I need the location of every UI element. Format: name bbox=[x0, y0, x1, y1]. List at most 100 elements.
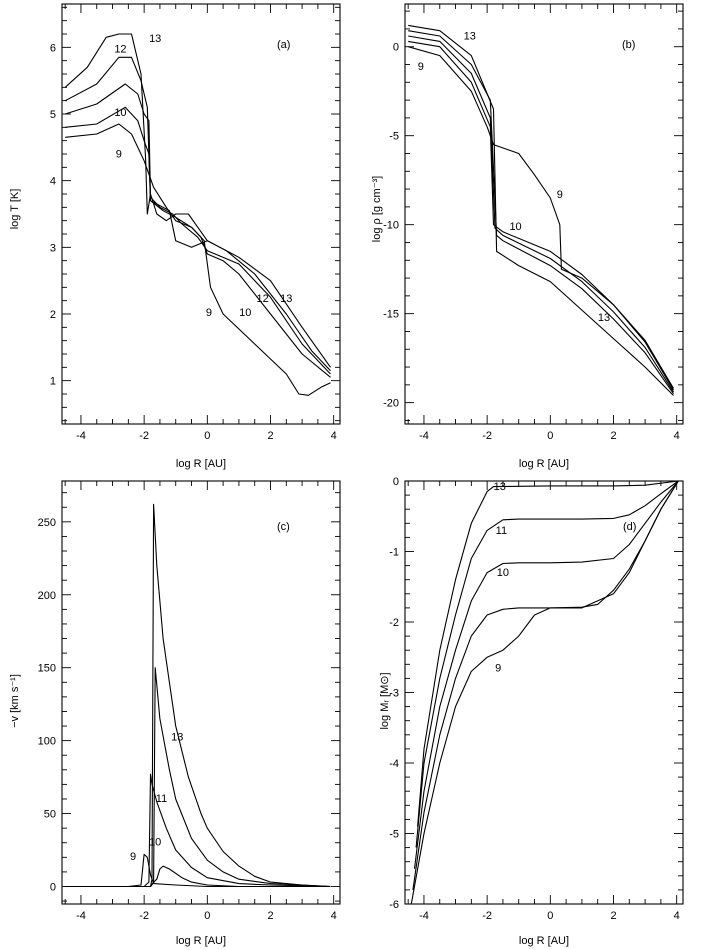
y-tick-label: 1 bbox=[50, 376, 56, 388]
curve-label: 9 bbox=[116, 148, 122, 160]
x-tick-label: 2 bbox=[610, 430, 616, 442]
curve-label: 10 bbox=[509, 221, 521, 233]
series-line-12 bbox=[408, 30, 674, 395]
x-tick-label: -4 bbox=[419, 910, 429, 922]
y-tick-label: -1 bbox=[389, 547, 399, 559]
y-tick-label: 150 bbox=[38, 663, 56, 675]
x-tick-label: 0 bbox=[547, 910, 553, 922]
series-line-12 bbox=[65, 667, 331, 888]
x-tick-label: -4 bbox=[76, 430, 86, 442]
y-tick-label: 0 bbox=[393, 476, 399, 488]
y-tick-label: 200 bbox=[38, 590, 56, 602]
y-tick-label: -15 bbox=[383, 309, 399, 321]
panel-a-label: (a) bbox=[277, 39, 290, 51]
panel-c: log R [AU] −v [km s⁻¹] (c) -4 -2 0 2 4 0 50 100… bbox=[9, 480, 341, 947]
y-tick-label: 5 bbox=[50, 109, 56, 121]
y-tick-label: 0 bbox=[393, 42, 399, 54]
y-tick-label: 250 bbox=[38, 517, 56, 529]
curve-label: 12 bbox=[256, 293, 268, 305]
curve-label: 13 bbox=[598, 312, 610, 324]
y-tick-label: 3 bbox=[50, 242, 56, 254]
x-tick-label: 4 bbox=[331, 910, 337, 922]
series-line-10 bbox=[65, 106, 331, 378]
x-tick-label: 4 bbox=[674, 910, 680, 922]
series-line-10 bbox=[412, 480, 679, 890]
panel-a-xlabel: log R [AU] bbox=[176, 458, 226, 470]
x-tick-label: 0 bbox=[547, 430, 553, 442]
x-tick-label: 2 bbox=[267, 910, 273, 922]
plot-frame bbox=[61, 480, 341, 905]
y-tick-label: -2 bbox=[389, 617, 399, 629]
curve-label: 10 bbox=[149, 837, 161, 849]
curve-label: 11 bbox=[496, 525, 507, 537]
curve-label: 13 bbox=[494, 481, 506, 493]
curve-label: 9 bbox=[130, 851, 136, 863]
series-line-9 bbox=[65, 123, 331, 396]
series-line-9 bbox=[65, 853, 331, 888]
y-tick-label: -5 bbox=[389, 131, 399, 143]
curve-label: 10 bbox=[497, 567, 509, 579]
curve-label: 9 bbox=[557, 189, 563, 201]
y-tick-label: -20 bbox=[383, 398, 399, 410]
series-line-11 bbox=[408, 35, 674, 393]
x-tick-label: 4 bbox=[674, 430, 680, 442]
y-tick-label: 4 bbox=[50, 176, 56, 188]
x-tick-label: -2 bbox=[482, 430, 492, 442]
plot-frame bbox=[61, 3, 341, 425]
curve-label: 11 bbox=[156, 793, 167, 805]
y-tick-label: -10 bbox=[383, 220, 399, 232]
curve-label: 13 bbox=[280, 293, 292, 305]
y-tick-label: -3 bbox=[389, 688, 399, 700]
curve-label: 9 bbox=[418, 61, 424, 73]
panel-d-xlabel: log R [AU] bbox=[519, 935, 569, 947]
y-tick-label: 50 bbox=[44, 809, 56, 821]
series-line-11 bbox=[65, 83, 331, 375]
panel-a: log R [AU] log T [K] (a) -4 -2 0 2 412345613… bbox=[9, 3, 341, 470]
series-line-12 bbox=[64, 56, 331, 372]
series-line-11 bbox=[65, 773, 331, 888]
y-tick-label: -5 bbox=[389, 829, 399, 841]
y-tick-label: 100 bbox=[38, 736, 56, 748]
x-tick-label: -4 bbox=[76, 910, 86, 922]
series-line-13 bbox=[64, 33, 331, 368]
plot-frame bbox=[404, 3, 684, 425]
x-tick-label: -2 bbox=[139, 910, 149, 922]
curve-label: 9 bbox=[495, 662, 501, 674]
x-tick-label: -2 bbox=[482, 910, 492, 922]
y-tick-label: 6 bbox=[50, 42, 56, 54]
curve-label: 13 bbox=[171, 732, 183, 744]
y-tick-label: -4 bbox=[389, 758, 399, 770]
series-line-10 bbox=[408, 40, 674, 391]
x-tick-label: 0 bbox=[204, 910, 210, 922]
panel-d-ylabel: log Mᵣ [M⊙] bbox=[379, 672, 391, 729]
series-line-9 bbox=[410, 480, 679, 905]
series-line-9 bbox=[408, 46, 674, 389]
y-tick-label: -6 bbox=[389, 899, 399, 911]
panel-d: log R [AU] log Mᵣ [M⊙] (d) -4 -2 0 2 4 0 -1 -2 -… bbox=[379, 476, 684, 947]
series-line-11 bbox=[413, 480, 679, 869]
curve-label: 10 bbox=[114, 107, 126, 119]
curve-label: 13 bbox=[149, 33, 161, 45]
series-line-12 bbox=[415, 480, 679, 848]
y-tick-label: 0 bbox=[50, 881, 56, 893]
series-line-13 bbox=[65, 503, 331, 888]
plot-frame bbox=[404, 480, 684, 905]
panel-b-label: (b) bbox=[622, 39, 635, 51]
curve-label: 9 bbox=[206, 307, 212, 319]
panel-a-ylabel: log T [K] bbox=[9, 189, 21, 230]
x-tick-label: 4 bbox=[331, 430, 337, 442]
panel-b-ylabel: log ρ [g cm⁻³] bbox=[371, 176, 383, 242]
panel-b: log R [AU] log ρ [g cm⁻³] (b) -4 -2 0 2 40-5… bbox=[371, 3, 684, 470]
curve-label: 12 bbox=[114, 44, 126, 56]
x-tick-label: -4 bbox=[419, 430, 429, 442]
series-line-13 bbox=[408, 24, 674, 396]
curve-label: 10 bbox=[239, 307, 251, 319]
panel-d-label: (d) bbox=[623, 521, 636, 533]
series-line-10 bbox=[65, 865, 331, 888]
y-tick-label: 2 bbox=[50, 309, 56, 321]
panel-b-xlabel: log R [AU] bbox=[519, 458, 569, 470]
series-line-13 bbox=[417, 480, 679, 827]
curve-label: 13 bbox=[464, 31, 476, 43]
x-tick-label: -2 bbox=[139, 430, 149, 442]
